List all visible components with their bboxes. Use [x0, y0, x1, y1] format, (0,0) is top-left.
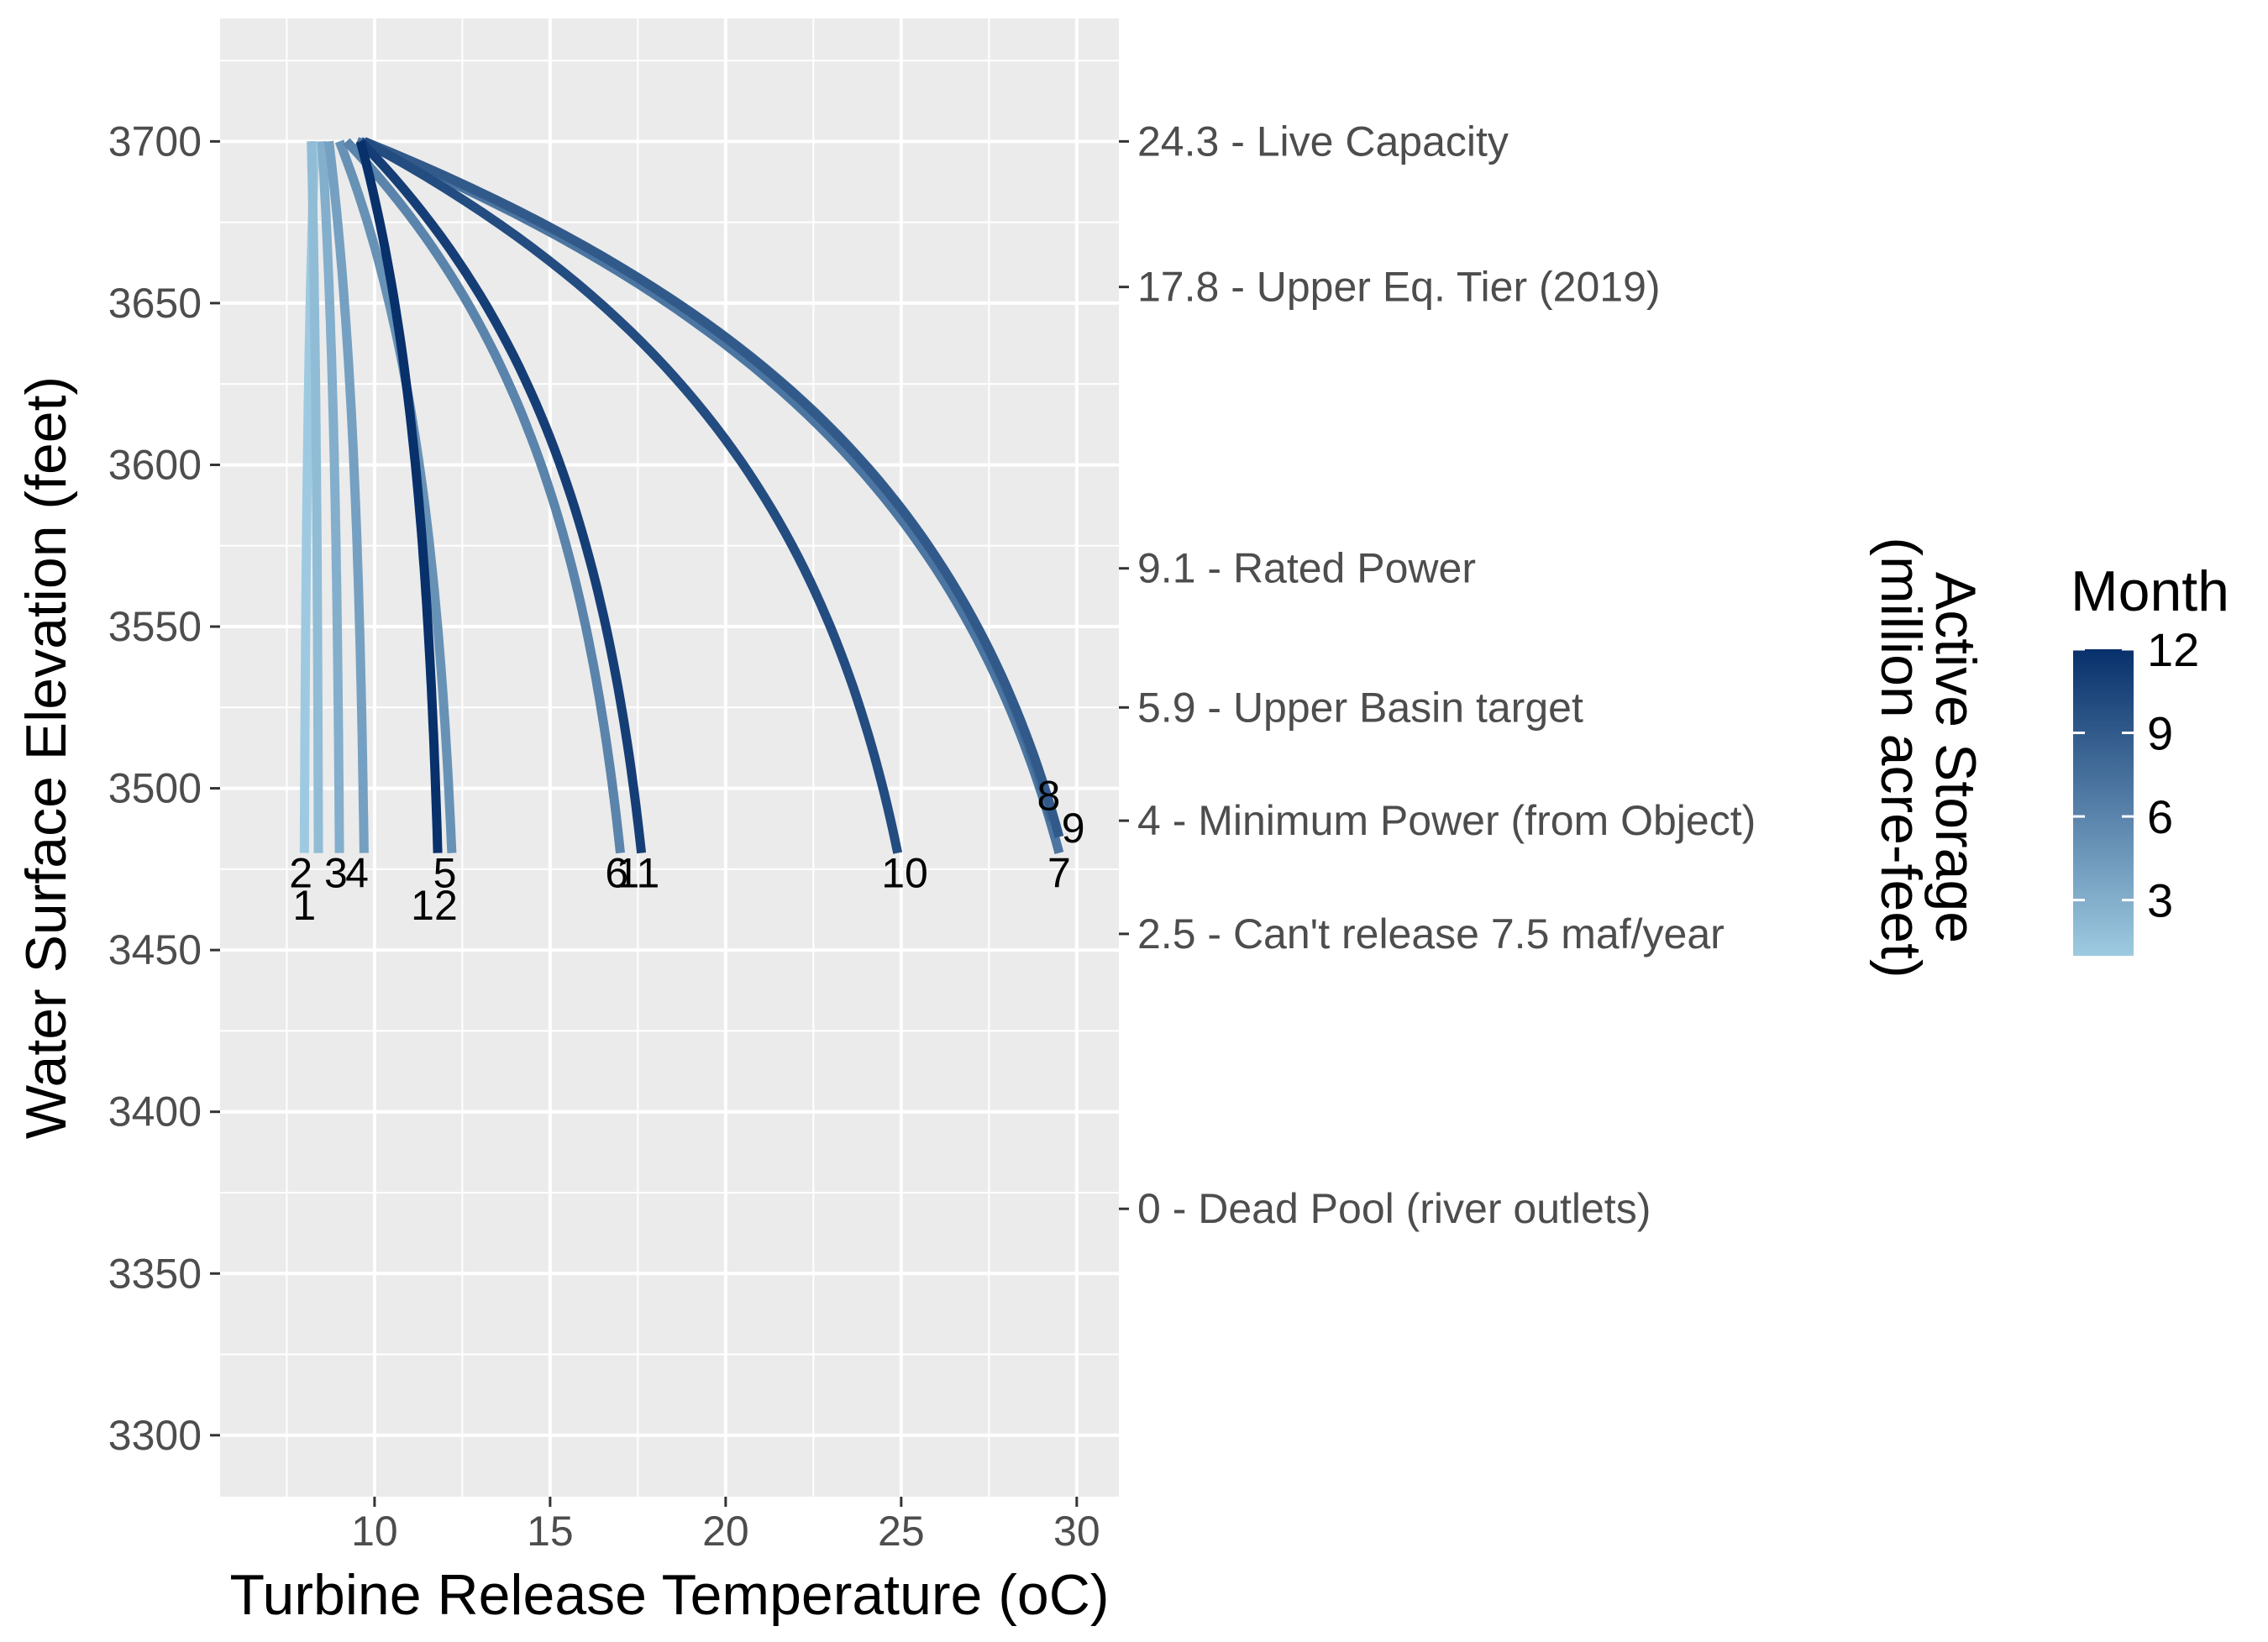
series-line-month-4: [324, 140, 369, 853]
secondary-tick-label: 4 - Minimum Power (from Object): [1137, 797, 1756, 844]
legend-tick-label: 9: [2147, 707, 2173, 760]
y-tick-label: 3700: [108, 118, 202, 165]
series-line-month-10: [361, 137, 903, 854]
secondary-axis: 24.3 - Live Capacity 17.8 - Upper Eq. Tie…: [1119, 118, 1756, 1232]
x-tick-label: 15: [527, 1508, 574, 1555]
legend-tick-label: 6: [2147, 790, 2173, 843]
month-label-7: 7: [1047, 850, 1071, 897]
y-tick-label: 3650: [108, 280, 202, 327]
month-label-11: 11: [616, 850, 659, 897]
series-line-month-12: [355, 139, 443, 853]
series-line-month-11: [357, 138, 647, 854]
legend: Month 3 6 9 12: [2071, 559, 2229, 956]
month-label-2: 2: [289, 850, 312, 897]
x-tick-label: 30: [1053, 1508, 1100, 1555]
month-label-6: 6: [605, 850, 628, 897]
month-label-8: 8: [1037, 772, 1061, 819]
month-label-3: 3: [324, 850, 348, 897]
legend-tick-label: 3: [2147, 874, 2173, 927]
secondary-tick-label: 9.1 - Rated Power: [1137, 545, 1476, 592]
legend-ticks: 3 6 9 12: [2073, 623, 2199, 927]
y-tick-label: 3300: [108, 1412, 202, 1459]
series-line-month-6: [343, 138, 625, 854]
secondary-tick-label: 5.9 - Upper Basin target: [1137, 684, 1583, 731]
y-tick-label: 3550: [108, 603, 202, 650]
y-tick-label: 3500: [108, 765, 202, 812]
series-line-month-2: [307, 141, 323, 853]
series-line-month-9: [362, 137, 1064, 838]
secondary-tick-label: 0 - Dead Pool (river outlets): [1137, 1185, 1651, 1232]
legend-tick-label: 12: [2147, 623, 2199, 676]
secondary-tick-label: 17.8 - Upper Eq. Tier (2019): [1137, 264, 1661, 311]
month-label-10: 10: [881, 850, 928, 897]
y-axis-title: Water Surface Elevation (feet): [14, 376, 78, 1139]
series-line-month-3: [317, 140, 344, 853]
legend-title: Month: [2071, 559, 2229, 623]
x-tick-label: 20: [702, 1508, 749, 1555]
month-label-1: 1: [292, 882, 316, 929]
plot-panel: [220, 18, 1119, 1497]
x-axis-title: Turbine Release Temperature (oC): [230, 1563, 1110, 1627]
secondary-axis-title-line2: (million acre-feet): [1869, 537, 1933, 978]
y-tick-label: 3450: [108, 926, 202, 973]
x-tick-label: 25: [878, 1508, 925, 1555]
month-label-5: 5: [433, 850, 457, 897]
y-tick-label: 3400: [108, 1089, 202, 1136]
x-tick-label: 10: [351, 1508, 398, 1555]
legend-colorbar: [2073, 649, 2134, 956]
x-axis: 10 15 20 25 30: [351, 1497, 1100, 1555]
secondary-axis-title-line1: Active Storage: [1924, 572, 1987, 943]
month-label-12: 12: [411, 882, 458, 929]
y-tick-label: 3600: [108, 441, 202, 488]
y-tick-label: 3350: [108, 1250, 202, 1297]
month-label-9: 9: [1062, 805, 1085, 852]
y-axis: 3300 3350 3400 3450 3500 3550 3600 3650 3700: [108, 118, 220, 1459]
secondary-tick-label: 24.3 - Live Capacity: [1137, 118, 1509, 165]
series-line-month-5: [334, 139, 457, 853]
secondary-tick-label: 2.5 - Can't release 7.5 maf/year: [1137, 910, 1725, 957]
series-lines: [299, 137, 1064, 855]
month-label-4: 4: [345, 850, 369, 897]
